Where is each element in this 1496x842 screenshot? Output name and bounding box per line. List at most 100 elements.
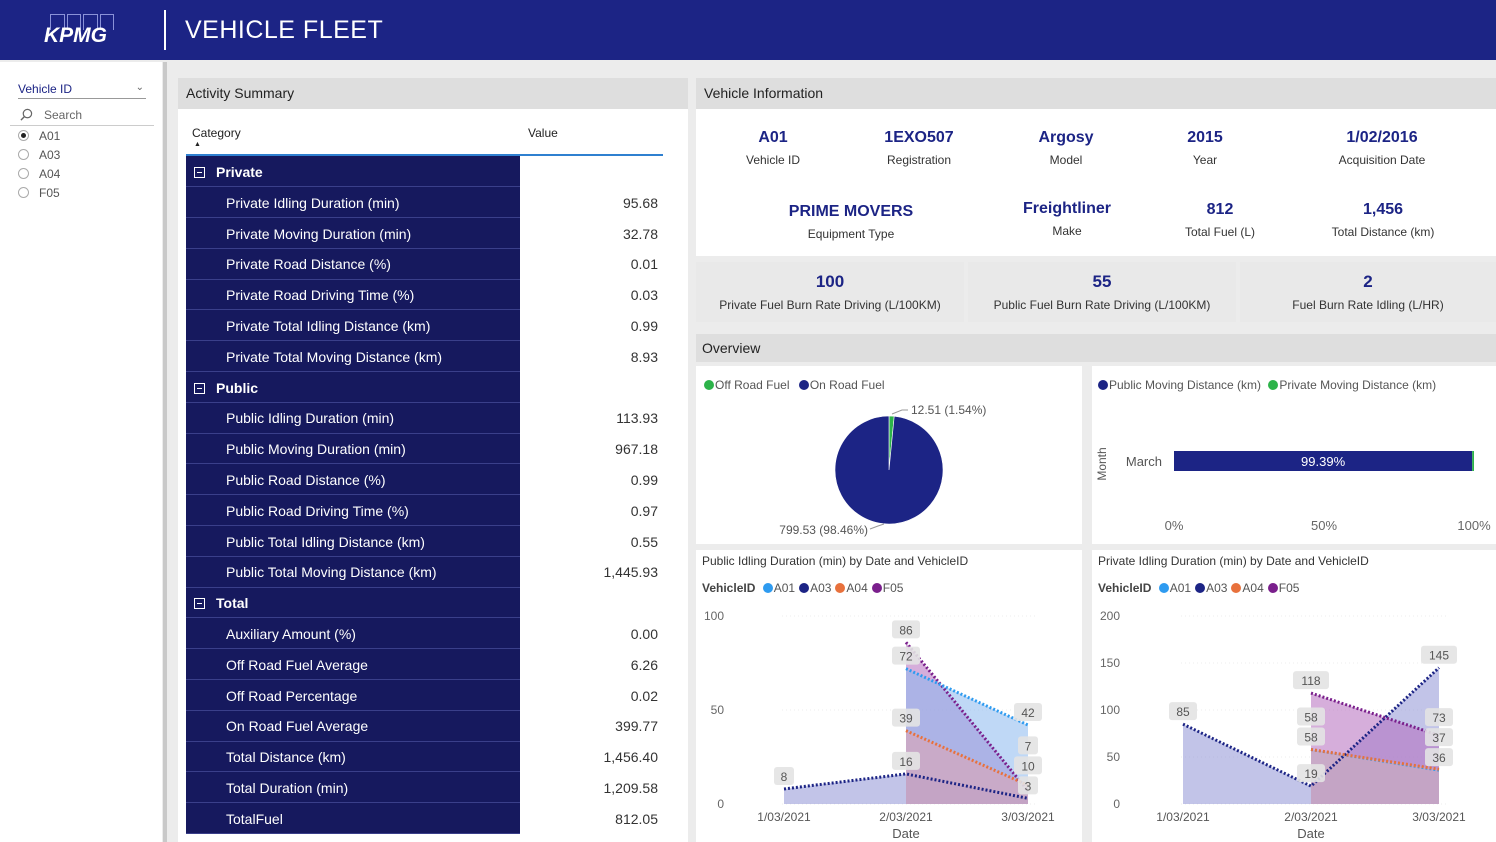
x-tick-label: 3/03/2021	[1001, 810, 1055, 824]
vehicle-information-panel: Vehicle Information A01 Vehicle ID 1EXO507…	[696, 78, 1496, 256]
data-label: 39	[899, 712, 913, 726]
row-label: Public Total Idling Distance (km)	[226, 533, 425, 550]
info-make: Freightliner Make	[1023, 200, 1111, 238]
sort-ascending-icon[interactable]: ▲	[194, 141, 201, 148]
x-tick-label: 2/03/2021	[879, 810, 933, 824]
row-value: 1,445.93	[603, 564, 659, 581]
legend-item-a01[interactable]: A01	[773, 581, 796, 595]
bar-private-moving[interactable]	[1472, 451, 1474, 471]
data-label-bg	[1014, 703, 1042, 722]
radio-button[interactable]	[18, 149, 29, 160]
fuel-pie-chart: 12.51 (1.54%) 799.53 (98.46%)	[779, 403, 986, 537]
table-row: Private Road Driving Time (%) 0.03	[186, 280, 662, 311]
legend-on-road-fuel[interactable]: On Road Fuel	[809, 378, 885, 392]
line-a01[interactable]	[905, 667, 1029, 727]
activity-summary-title: Activity Summary	[178, 78, 688, 109]
pie-legend: Off Road Fuel On Road Fuel	[704, 378, 885, 392]
group-row-private[interactable]: Private	[186, 157, 662, 188]
slicer-option-a03[interactable]: A03	[18, 147, 60, 163]
radio-button[interactable]	[18, 130, 29, 141]
legend-item-a03[interactable]: A03	[810, 581, 832, 595]
data-label: 58	[1304, 730, 1318, 744]
column-header-value[interactable]: Value	[528, 126, 558, 140]
radio-button[interactable]	[18, 187, 29, 198]
legend-dot-public	[1098, 380, 1108, 390]
private-idling-legend: VehicleID A01 A03 A04 F05	[1098, 581, 1299, 595]
slicer-option-a01[interactable]: A01	[18, 128, 60, 144]
legend-public-moving[interactable]: Public Moving Distance (km)	[1109, 378, 1262, 392]
row-label: Total Distance (km)	[226, 749, 346, 766]
table-row: Public Total Moving Distance (km) 1,445.9…	[186, 557, 662, 588]
legend-dot-private	[1268, 380, 1279, 390]
data-label-bg	[1297, 764, 1325, 783]
info-value: Freightliner	[1022, 200, 1112, 217]
radio-button[interactable]	[18, 168, 29, 179]
line-f05[interactable]	[904, 641, 1030, 792]
chevron-down-icon[interactable]: ⌄	[135, 82, 144, 93]
legend-dot-on-road	[798, 380, 809, 390]
collapse-icon[interactable]	[194, 167, 205, 178]
slicer-option-a04[interactable]: A04	[18, 166, 60, 182]
column-header-category[interactable]: Category	[192, 126, 241, 140]
legend-item-a01[interactable]: A01	[1169, 581, 1192, 595]
group-row-public[interactable]: Public	[186, 373, 662, 403]
legend-item-f05[interactable]: F05	[882, 581, 904, 595]
data-label: 42	[1021, 706, 1035, 720]
data-label-bg	[1014, 756, 1042, 775]
vehicle-information-title: Vehicle Information	[696, 78, 1496, 109]
bar-legend: Public Moving Distance (km) Private Movi…	[1098, 378, 1436, 392]
kpi-strip: 100 Private Fuel Burn Rate Driving (L/100…	[696, 262, 1496, 322]
pie-slice-on-road-fuel[interactable]	[834, 415, 944, 525]
data-label: 36	[1432, 751, 1446, 765]
group-row-total[interactable]: Total	[186, 588, 662, 619]
data-label: 8	[781, 770, 788, 784]
data-label-bg	[1421, 645, 1457, 664]
legend-item-a04[interactable]: A04	[1242, 581, 1264, 595]
line-a03[interactable]	[783, 772, 1029, 800]
info-value: 1EXO507	[884, 129, 954, 146]
area-a04[interactable]	[1311, 749, 1439, 804]
x-tick-label: 1/03/2021	[757, 810, 811, 824]
data-label-bg	[892, 646, 920, 665]
slicer-option-f05[interactable]: F05	[18, 185, 60, 201]
legend-private-moving[interactable]: Private Moving Distance (km)	[1279, 378, 1437, 392]
legend-off-road-fuel[interactable]: Off Road Fuel	[715, 378, 790, 392]
info-label: Total Distance (km)	[1331, 225, 1435, 239]
y-axis-title: Month	[1095, 447, 1109, 480]
data-label-bg	[1297, 707, 1325, 726]
info-year: 2015 Year	[1187, 129, 1223, 167]
search-icon	[20, 108, 33, 121]
collapse-icon[interactable]	[194, 382, 205, 394]
row-value: 32.78	[622, 225, 658, 242]
slicer-dropdown[interactable]: Vehicle ID ⌄	[18, 82, 146, 99]
table-row: Private Total Moving Distance (km) 8.93	[186, 342, 662, 372]
bar-public-moving[interactable]	[1174, 451, 1473, 471]
legend-item-a04[interactable]: A04	[846, 581, 868, 595]
data-label-bg	[1425, 708, 1453, 727]
legend-item-a03[interactable]: A03	[1206, 581, 1228, 595]
legend-item-f05[interactable]: F05	[1278, 581, 1300, 595]
collapse-icon[interactable]	[194, 598, 205, 610]
row-label: On Road Fuel Average	[226, 718, 369, 735]
info-label: Registration	[886, 153, 952, 167]
area-a04[interactable]	[906, 730, 1028, 804]
info-label: Equipment Type	[807, 227, 895, 241]
slicer-search-input[interactable]: Search	[10, 104, 154, 126]
info-model: Argosy Model	[1038, 129, 1093, 167]
row-label: Private Total Idling Distance (km)	[226, 318, 431, 334]
slicer-title: Vehicle ID	[18, 82, 73, 96]
header-divider	[164, 10, 166, 50]
row-label: Public Road Distance (%)	[226, 472, 386, 488]
line-a04[interactable]	[1310, 747, 1440, 771]
moving-distance-bar-card: Public Moving Distance (km) Private Movi…	[1092, 366, 1496, 544]
slicer-option-label: F05	[39, 186, 60, 200]
public-idling-area-chart: 0 50 100 72 42 8 16 3 39 10 86 7 1/03/2021 2/03/2021 3…	[704, 609, 1055, 841]
page-title: VEHICLE FLEET	[185, 16, 384, 44]
line-f05[interactable]	[1310, 691, 1440, 737]
kpi-label: Public Fuel Burn Rate Driving (L/100KM)	[993, 298, 1211, 312]
kpi-card: 55 Public Fuel Burn Rate Driving (L/100KM…	[968, 262, 1236, 322]
x-tick-label: 0%	[1165, 518, 1184, 533]
data-label: 86	[899, 623, 913, 637]
table-row: Private Total Idling Distance (km) 0.99	[186, 311, 662, 342]
